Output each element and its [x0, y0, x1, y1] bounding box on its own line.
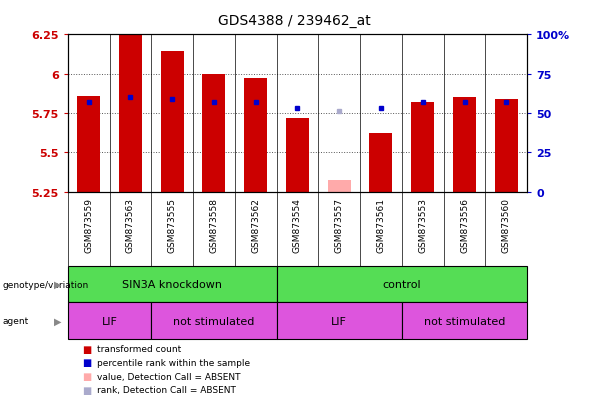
- Text: LIF: LIF: [331, 316, 347, 326]
- Bar: [327, 181, 350, 192]
- Text: ■: ■: [82, 385, 92, 395]
- Bar: [77, 96, 100, 192]
- Bar: [369, 134, 392, 192]
- Bar: [495, 100, 518, 192]
- Text: rank, Detection Call = ABSENT: rank, Detection Call = ABSENT: [97, 385, 236, 394]
- Text: GSM873555: GSM873555: [168, 198, 177, 253]
- Text: GDS4388 / 239462_at: GDS4388 / 239462_at: [218, 14, 371, 28]
- Text: percentile rank within the sample: percentile rank within the sample: [97, 358, 250, 367]
- Bar: [286, 118, 309, 192]
- Text: ■: ■: [82, 344, 92, 354]
- Text: GSM873554: GSM873554: [293, 198, 302, 253]
- Text: SIN3A knockdown: SIN3A knockdown: [122, 279, 222, 290]
- Text: GSM873557: GSM873557: [335, 198, 344, 253]
- Text: GSM873560: GSM873560: [502, 198, 511, 253]
- Text: genotype/variation: genotype/variation: [3, 280, 89, 289]
- Text: GSM873556: GSM873556: [460, 198, 469, 253]
- Text: ■: ■: [82, 358, 92, 368]
- Text: GSM873553: GSM873553: [418, 198, 427, 253]
- Text: GSM873563: GSM873563: [126, 198, 135, 253]
- Text: agent: agent: [3, 316, 29, 325]
- Text: transformed count: transformed count: [97, 344, 181, 354]
- Text: not stimulated: not stimulated: [173, 316, 254, 326]
- Bar: [453, 98, 476, 192]
- Text: ▶: ▶: [54, 279, 62, 290]
- Text: GSM873562: GSM873562: [251, 198, 260, 253]
- Bar: [119, 35, 142, 192]
- Bar: [203, 74, 226, 192]
- Text: value, Detection Call = ABSENT: value, Detection Call = ABSENT: [97, 372, 241, 381]
- Text: GSM873558: GSM873558: [210, 198, 219, 253]
- Text: GSM873559: GSM873559: [84, 198, 93, 253]
- Text: ■: ■: [82, 371, 92, 381]
- Text: not stimulated: not stimulated: [424, 316, 505, 326]
- Text: GSM873561: GSM873561: [376, 198, 385, 253]
- Bar: [244, 79, 267, 192]
- Text: control: control: [382, 279, 421, 290]
- Text: ▶: ▶: [54, 316, 62, 326]
- Text: LIF: LIF: [101, 316, 117, 326]
- Bar: [161, 52, 184, 192]
- Bar: [411, 102, 434, 192]
